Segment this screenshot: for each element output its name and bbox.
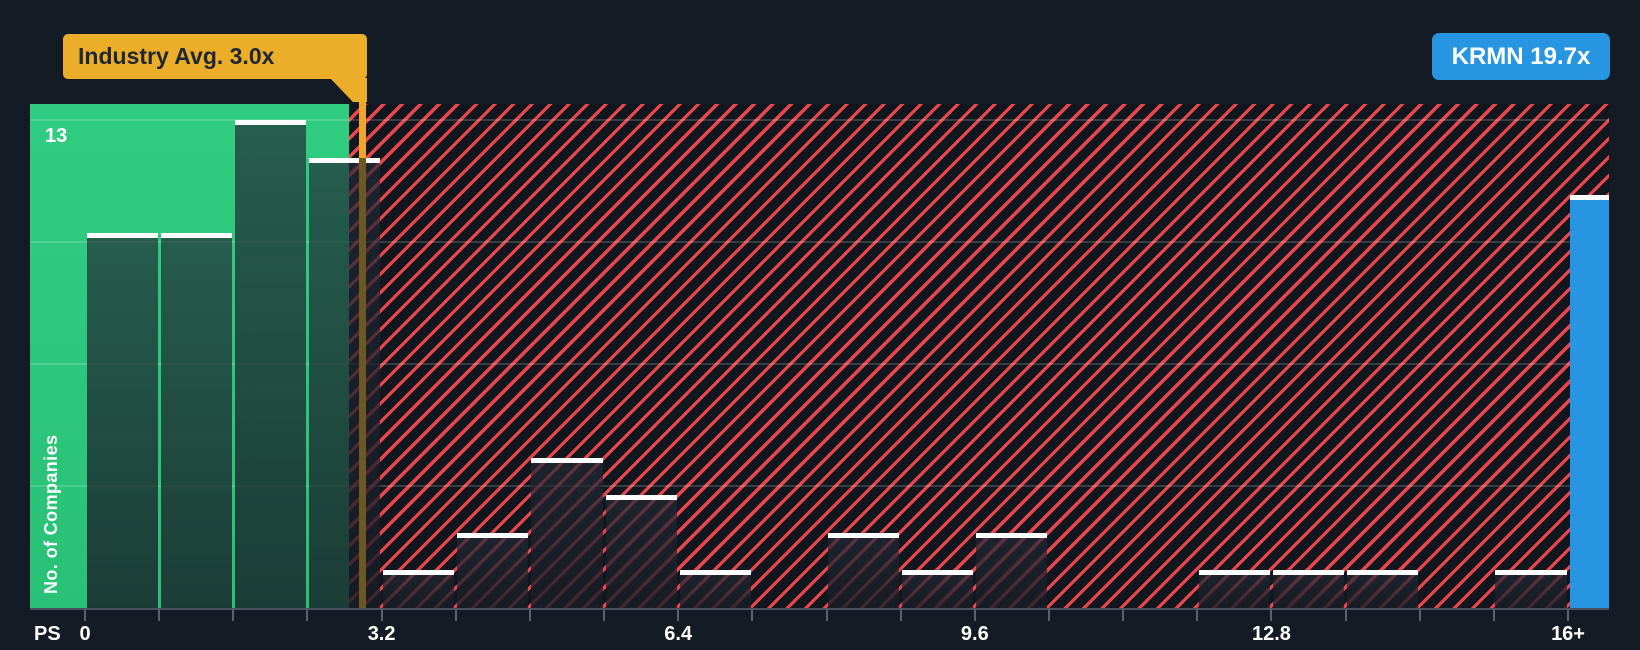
histogram-bar[interactable] [902, 570, 974, 608]
histogram-bar[interactable] [531, 457, 603, 608]
gridline [30, 484, 1609, 487]
axis-tick [1344, 609, 1347, 621]
industry-avg-callout: Industry Avg. 3.0x [63, 34, 367, 79]
axis-tick [1122, 609, 1125, 621]
y-axis-title: No. of Companies [41, 434, 61, 594]
axis-tick [677, 609, 680, 621]
histogram-bar[interactable] [976, 532, 1048, 608]
axis-tick [528, 609, 531, 621]
x-tick-label: 9.6 [960, 623, 989, 645]
histogram-bar[interactable] [160, 232, 232, 608]
axis-tick [751, 609, 754, 621]
gridline [30, 240, 1609, 243]
histogram-bar[interactable] [679, 570, 751, 608]
x-tick-label: 3.2 [367, 623, 396, 645]
axis-tick [1418, 609, 1421, 621]
axis-tick [1196, 609, 1199, 621]
x-tick-label: 12.8 [1251, 623, 1291, 645]
axis-tick [232, 609, 235, 621]
y-max-label: 13 [45, 125, 68, 147]
histogram-bar[interactable] [1347, 570, 1419, 608]
axis-tick [603, 609, 606, 621]
axis-tick [1047, 609, 1050, 621]
histogram-bar[interactable] [457, 532, 529, 608]
histogram-bar[interactable] [86, 232, 158, 608]
axis-tick [1567, 609, 1570, 621]
histogram-bar[interactable] [308, 157, 381, 608]
industry-avg-line [359, 100, 366, 158]
axis-tick [825, 609, 828, 621]
gridline [30, 362, 1609, 365]
histogram-bar[interactable] [1272, 570, 1345, 608]
histogram-bar[interactable] [1495, 570, 1567, 608]
x-axis-line [30, 608, 1609, 610]
histogram-bar[interactable] [234, 119, 306, 608]
histogram-bar[interactable] [383, 570, 455, 608]
histogram-bar[interactable] [1198, 570, 1270, 608]
histogram-bar[interactable] [828, 532, 900, 608]
company-badge: KRMN 19.7x [1432, 33, 1610, 80]
axis-tick [454, 609, 457, 621]
axis-tick [380, 609, 383, 621]
axis-tick [899, 609, 902, 621]
axis-tick [1270, 609, 1273, 621]
x-axis-title: PS [34, 623, 61, 645]
company-bar[interactable] [1570, 195, 1609, 608]
x-tick-label: 6.4 [664, 623, 693, 645]
histogram-bar[interactable] [605, 495, 677, 608]
x-tick-label: 16+ [1551, 623, 1585, 645]
gridline [30, 118, 1609, 121]
axis-tick [84, 609, 86, 621]
axis-tick [1492, 609, 1495, 621]
x-tick-label: 0 [79, 623, 91, 645]
axis-tick [973, 609, 976, 621]
axis-tick [306, 609, 309, 621]
axis-tick [158, 609, 161, 621]
industry-avg-line-shaded [359, 158, 366, 608]
above-average-zone [349, 104, 1609, 608]
